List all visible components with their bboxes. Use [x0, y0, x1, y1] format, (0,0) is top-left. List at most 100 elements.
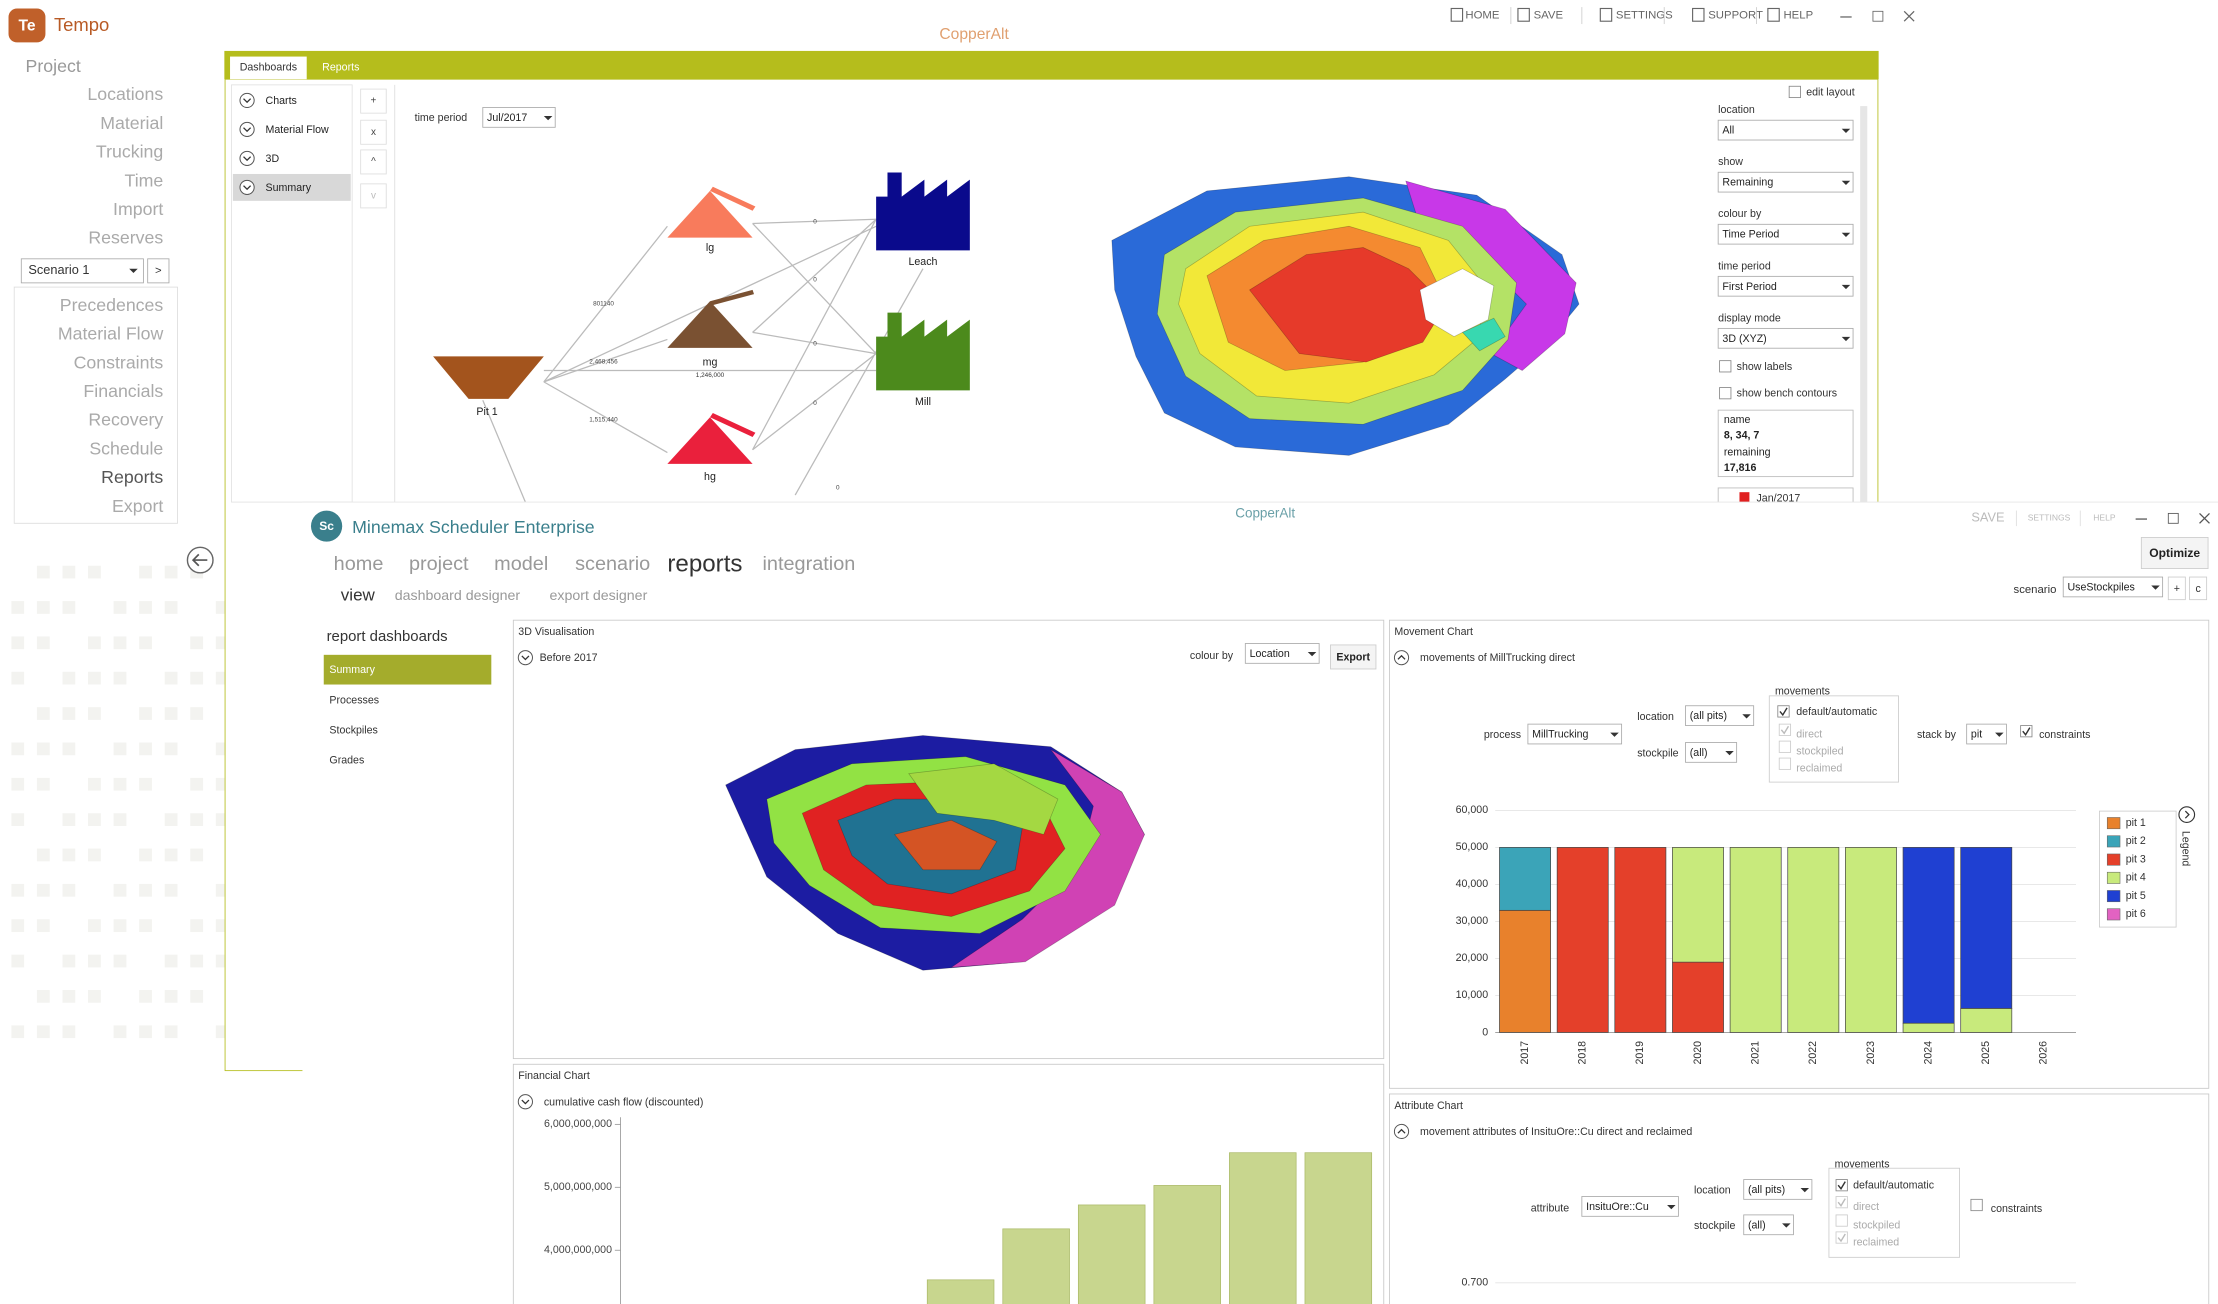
close-button[interactable] — [2199, 512, 2210, 524]
nav-item[interactable]: Material — [100, 113, 163, 133]
label[interactable]: stockpiled — [1853, 1219, 1900, 1231]
expander[interactable] — [239, 121, 255, 137]
checkbox[interactable] — [1778, 757, 1792, 770]
menu-item[interactable]: HELP — [1783, 10, 1813, 22]
checkbox[interactable] — [2020, 725, 2033, 738]
subnav-item[interactable]: view — [341, 586, 376, 605]
label[interactable]: constraints — [2039, 729, 2090, 741]
nav-item[interactable]: Trucking — [96, 142, 163, 162]
nav-item[interactable]: model — [494, 553, 548, 575]
dropdown[interactable] — [2062, 576, 2164, 598]
nav-item[interactable]: Reports — [101, 467, 163, 487]
nav-item[interactable]: project — [409, 553, 469, 575]
list-button[interactable] — [360, 119, 387, 145]
sidebar-item[interactable]: Summary — [329, 664, 375, 676]
checkbox[interactable] — [1835, 1179, 1848, 1192]
nav-item[interactable]: Financials — [83, 381, 163, 401]
menu-item[interactable]: SUPPORT — [1708, 10, 1763, 22]
dropdown[interactable] — [1717, 275, 1854, 297]
expander[interactable] — [1393, 1123, 1410, 1140]
expander[interactable] — [517, 1094, 533, 1110]
menu-item[interactable]: SETTINGS — [1616, 10, 1673, 22]
nav-item[interactable]: Time — [125, 170, 164, 190]
checkbox[interactable] — [1835, 1231, 1848, 1244]
tab[interactable]: Reports — [322, 62, 359, 74]
dropdown[interactable] — [1743, 1179, 1813, 1200]
export-button[interactable] — [1330, 644, 1377, 670]
label[interactable]: default/automatic — [1796, 706, 1878, 718]
dropdown[interactable] — [1717, 171, 1854, 193]
list-button[interactable] — [360, 149, 387, 175]
dropdown[interactable] — [1966, 723, 2007, 745]
nav-item[interactable]: Material Flow — [58, 324, 164, 344]
checkbox[interactable] — [1778, 723, 1792, 736]
checkbox[interactable] — [1778, 740, 1792, 753]
list-item[interactable]: Summary — [266, 182, 312, 194]
subnav-item[interactable]: export designer — [550, 588, 648, 604]
dropdown[interactable] — [1717, 119, 1854, 141]
menu-item[interactable]: SAVE — [1971, 510, 2004, 525]
dropdown[interactable] — [1244, 643, 1320, 664]
tab-active[interactable] — [230, 56, 307, 80]
checkbox[interactable] — [1719, 387, 1732, 400]
menu-item[interactable]: SETTINGS — [2028, 513, 2071, 523]
nav-item[interactable]: home — [334, 553, 384, 575]
list-button[interactable] — [360, 183, 387, 209]
nav-item[interactable]: reports — [667, 550, 742, 577]
sidebar-item[interactable]: Stockpiles — [329, 724, 377, 736]
checkbox[interactable] — [1835, 1214, 1848, 1227]
scenario-button[interactable] — [2167, 576, 2186, 601]
sidebar-item[interactable]: Grades — [329, 755, 364, 767]
label[interactable]: edit layout — [1806, 86, 1855, 98]
dropdown[interactable] — [1743, 1214, 1794, 1236]
checkbox[interactable] — [1835, 1196, 1848, 1209]
nav-item[interactable]: Export — [112, 496, 163, 516]
optimize-button[interactable] — [2140, 537, 2209, 569]
checkbox[interactable] — [1777, 705, 1790, 718]
nav-item[interactable]: integration — [763, 553, 856, 575]
nav-item[interactable]: Reserves — [88, 228, 163, 248]
list-item[interactable]: Charts — [266, 95, 297, 107]
nav-item[interactable]: Schedule — [89, 438, 163, 458]
nav-item[interactable]: scenario — [575, 553, 650, 575]
label[interactable]: constraints — [1991, 1203, 2042, 1215]
expander[interactable] — [1393, 650, 1410, 666]
scenario-button[interactable] — [147, 258, 170, 284]
subnav-item[interactable]: dashboard designer — [395, 588, 521, 604]
checkbox[interactable] — [1788, 85, 1801, 99]
dropdown[interactable] — [482, 107, 556, 128]
expander[interactable] — [239, 92, 255, 108]
nav-item[interactable]: Import — [113, 199, 163, 219]
label[interactable]: show labels — [1737, 361, 1793, 373]
label[interactable]: default/automatic — [1853, 1180, 1935, 1192]
nav-item[interactable]: Constraints — [74, 352, 164, 372]
list-item[interactable]: Material Flow — [266, 124, 330, 136]
expander[interactable] — [517, 650, 533, 666]
scenario-button[interactable] — [2189, 576, 2208, 601]
nav-item[interactable]: Locations — [87, 84, 163, 104]
label[interactable]: reclaimed — [1853, 1236, 1899, 1248]
nav-item[interactable]: Precedences — [60, 295, 164, 315]
label[interactable]: stockpiled — [1796, 746, 1843, 758]
legend-toggle[interactable] — [2178, 806, 2196, 823]
menu-item[interactable]: HELP — [2093, 513, 2116, 523]
dropdown[interactable] — [1527, 723, 1623, 745]
nav-item[interactable]: Recovery — [88, 410, 163, 430]
dropdown[interactable] — [1717, 223, 1854, 245]
list-button[interactable] — [360, 88, 387, 114]
label[interactable]: direct — [1796, 729, 1822, 741]
checkbox[interactable] — [1719, 360, 1732, 373]
label[interactable]: direct — [1853, 1201, 1879, 1213]
dropdown[interactable] — [1685, 742, 1738, 763]
dropdown[interactable] — [1717, 327, 1854, 349]
scenario-dropdown[interactable] — [20, 258, 144, 284]
checkbox[interactable] — [1970, 1198, 1983, 1212]
sidebar-item[interactable]: Processes — [329, 694, 379, 706]
dropdown[interactable] — [1581, 1196, 1679, 1217]
menu-item[interactable]: HOME — [1465, 10, 1499, 22]
label[interactable]: show bench contours — [1737, 388, 1837, 400]
close-button[interactable] — [1903, 10, 1915, 22]
dropdown[interactable] — [1685, 705, 1755, 726]
expander[interactable] — [239, 179, 255, 195]
label[interactable]: reclaimed — [1796, 763, 1842, 775]
